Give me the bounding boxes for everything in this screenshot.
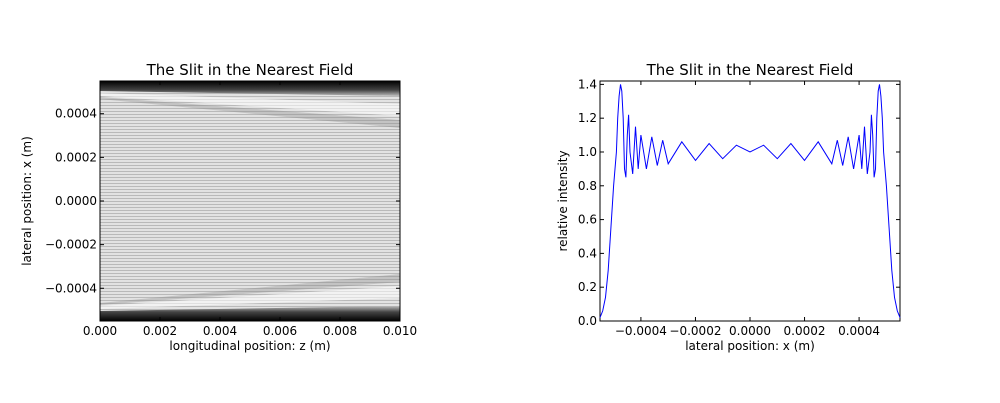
heatmap-y-label: lateral position: x (m) <box>20 136 34 266</box>
line-y-ticks: 0.0 0.2 0.4 0.6 0.8 1.0 1.2 1.4 <box>578 77 900 328</box>
heatmap-x-tick-label: 0.004 <box>203 324 237 338</box>
heatmap-edge-fringe-top <box>100 93 400 116</box>
heatmap-edge-fringe-top-2 <box>100 97 400 128</box>
heatmap-x-tick-label: 0.002 <box>143 324 177 338</box>
line-y-tick-label: 1.2 <box>578 111 597 125</box>
heatmap-y-tick-label: 0.0004 <box>55 107 97 121</box>
heatmap-y-tick-label: −0.0004 <box>45 281 97 295</box>
heatmap-title: The Slit in the Nearest Field <box>146 61 354 79</box>
line-x-tick-label: −0.0002 <box>669 324 721 338</box>
heatmap-x-label: longitudinal position: z (m) <box>169 339 330 353</box>
line-x-ticks: −0.0004 −0.0002 0.0000 0.0002 0.0004 <box>615 81 880 338</box>
heatmap-x-tick-label: 0.010 <box>383 324 417 338</box>
heatmap-field <box>100 81 400 321</box>
line-x-label: lateral position: x (m) <box>685 339 815 353</box>
line-axes-frame <box>599 80 901 322</box>
line-y-tick-label: 0.8 <box>578 179 597 193</box>
heatmap-x-tick-label: 0.006 <box>263 324 297 338</box>
line-y-tick-label: 0.6 <box>578 213 597 227</box>
line-x-tick-label: 0.0004 <box>838 324 880 338</box>
line-y-label: relative intensity <box>556 150 570 251</box>
heatmap-edge-fringe-bottom <box>100 286 400 309</box>
heatmap-panel: The Slit in the Nearest Field 0.000 0.002… <box>20 61 417 353</box>
heatmap-y-tick-label: 0.0002 <box>55 150 97 164</box>
heatmap-image <box>100 81 400 321</box>
line-x-tick-label: 0.0002 <box>784 324 826 338</box>
heatmap-y-tick-label: −0.0002 <box>45 238 97 252</box>
line-y-tick-label: 1.0 <box>578 145 597 159</box>
heatmap-x-tick-label: 0.008 <box>323 324 357 338</box>
line-y-tick-label: 1.4 <box>578 77 597 91</box>
heatmap-y-tick-label: 0.0000 <box>55 194 97 208</box>
heatmap-y-ticks: −0.0004 −0.0002 0.0000 0.0002 0.0004 <box>45 107 400 295</box>
line-panel: The Slit in the Nearest Field −0.0004 −0.… <box>556 61 901 353</box>
line-x-tick-label: −0.0004 <box>615 324 667 338</box>
heatmap-x-tick-label: 0.000 <box>83 324 117 338</box>
intensity-line <box>599 84 901 318</box>
heatmap-shadow-bottom <box>100 306 400 321</box>
heatmap-edge-fringe-bottom-2 <box>100 274 400 305</box>
heatmap-shadow-top <box>100 81 400 96</box>
line-y-tick-label: 0.4 <box>578 246 597 260</box>
line-title: The Slit in the Nearest Field <box>646 61 854 79</box>
heatmap-x-ticks: 0.000 0.002 0.004 0.006 0.008 0.010 <box>83 81 417 338</box>
line-y-tick-label: 0.0 <box>578 314 597 328</box>
line-y-tick-label: 0.2 <box>578 280 597 294</box>
line-x-tick-label: 0.0000 <box>729 324 771 338</box>
